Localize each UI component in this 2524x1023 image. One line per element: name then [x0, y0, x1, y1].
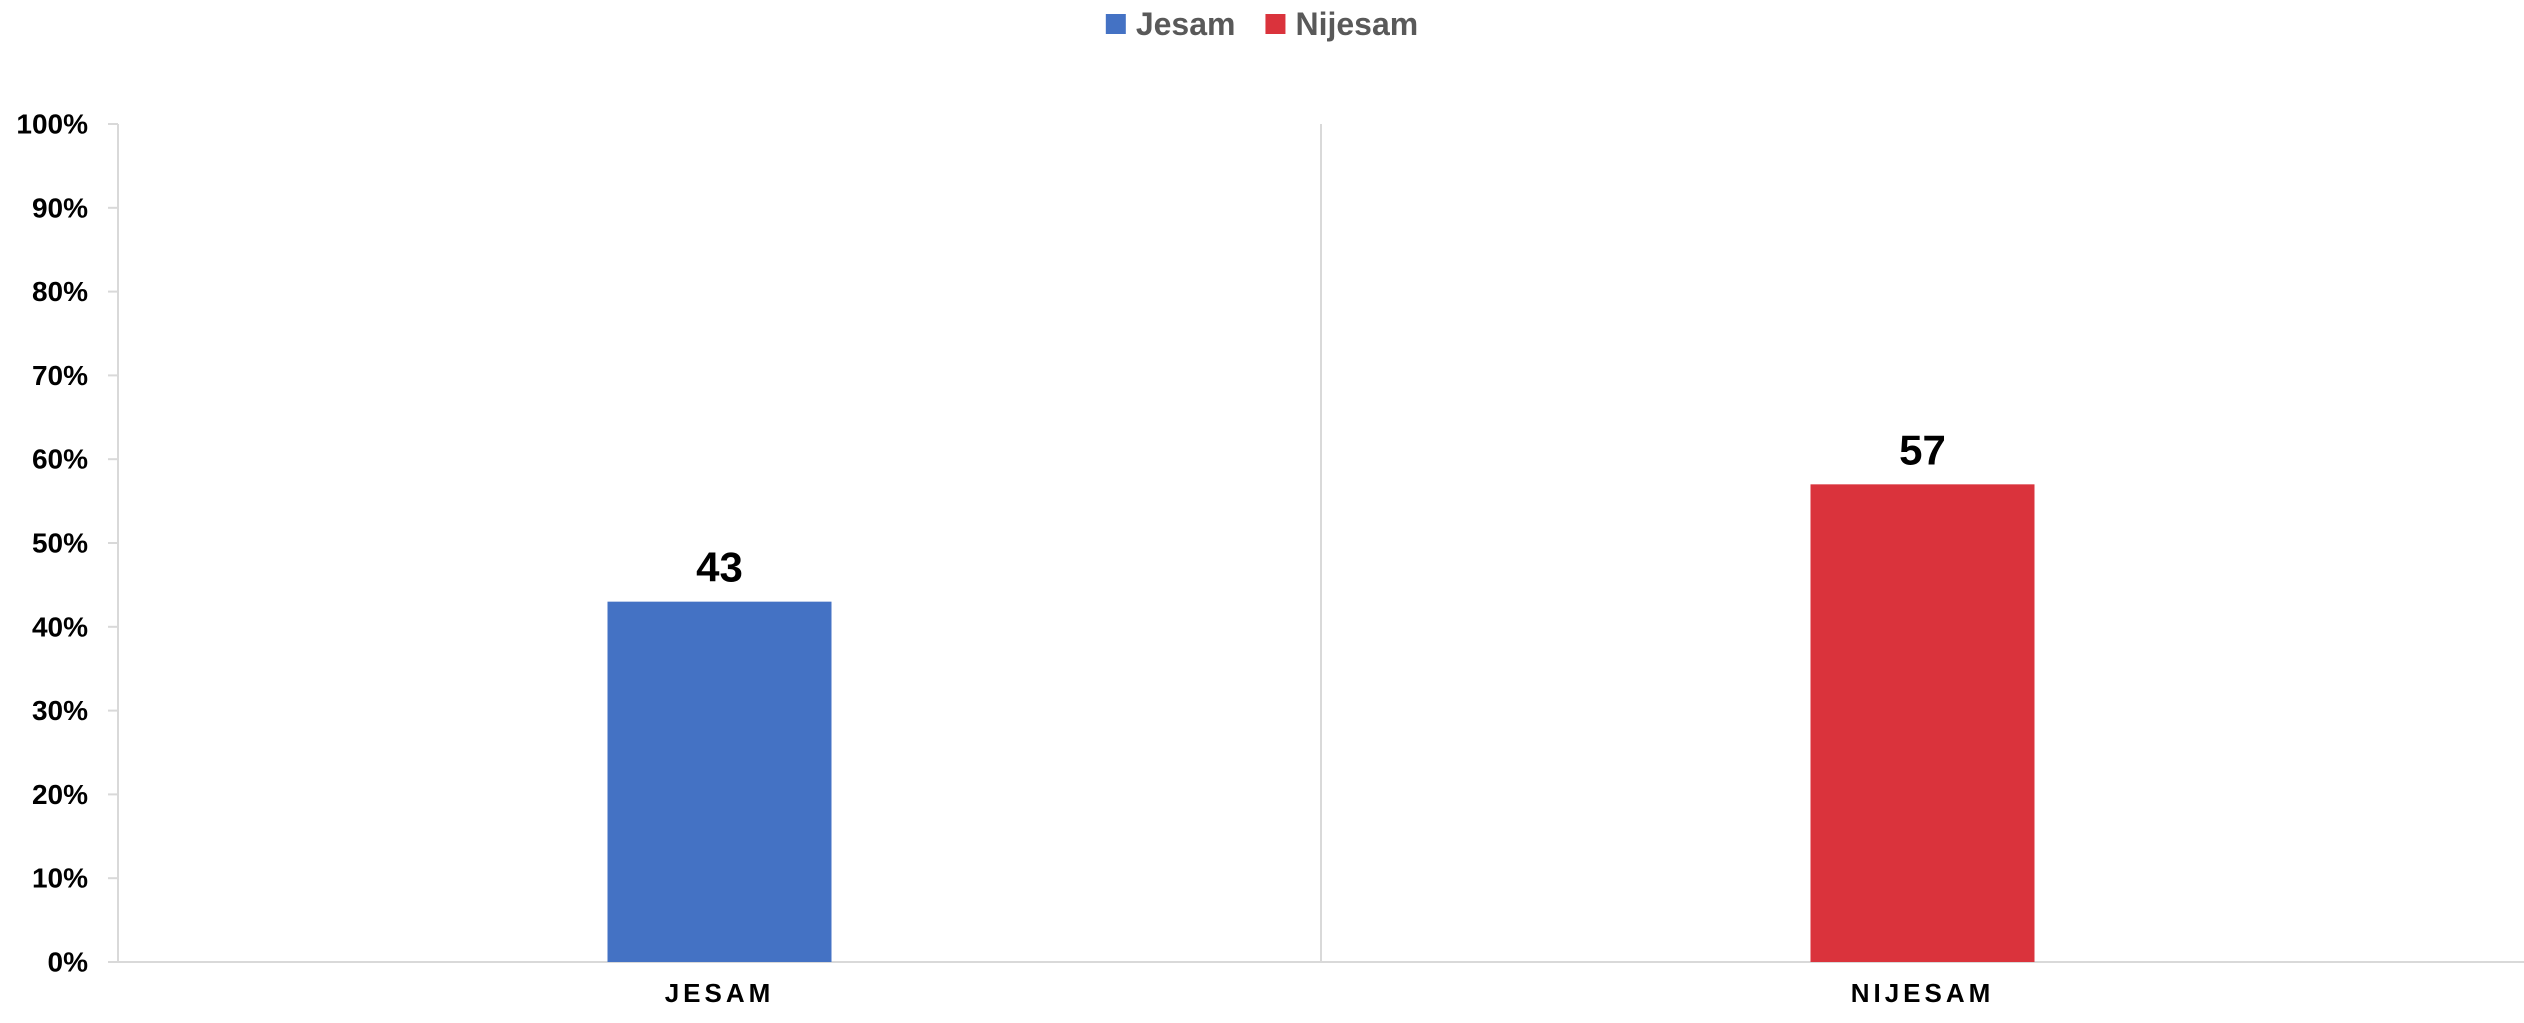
legend-label: Nijesam [1295, 6, 1418, 42]
legend-swatch-jesam [1105, 14, 1126, 34]
y-tick-label: 80% [32, 276, 88, 307]
data-labels: 43 57 [696, 426, 1946, 590]
data-label: 43 [696, 544, 743, 591]
y-tick-label: 60% [32, 444, 88, 475]
y-tick-label: 50% [32, 528, 88, 559]
legend: Jesam Nijesam [1105, 6, 1418, 42]
axes: 0% 10% 20% 30% 40% 50% 60% 70% 80% 90% 100% JESAM NI… [16, 109, 2524, 1008]
x-tick-label: JESAM [665, 978, 775, 1008]
legend-label: Jesam [1136, 6, 1236, 42]
y-tick-label: 90% [32, 192, 88, 223]
y-tick-label: 100% [16, 109, 88, 140]
y-tick-label: 20% [32, 779, 88, 810]
bar-jesam [607, 601, 832, 962]
x-tick-label: NIJESAM [1851, 978, 1995, 1008]
y-tick-label: 0% [48, 947, 89, 978]
y-tick-label: 40% [32, 611, 88, 642]
bar-nijesam [1810, 484, 2035, 962]
legend-swatch-nijesam [1265, 14, 1286, 34]
bars [607, 484, 2035, 962]
data-label: 57 [1899, 426, 1946, 473]
y-tick-label: 10% [32, 863, 88, 894]
y-tick-label: 30% [32, 695, 88, 726]
y-tick-label: 70% [32, 360, 88, 391]
